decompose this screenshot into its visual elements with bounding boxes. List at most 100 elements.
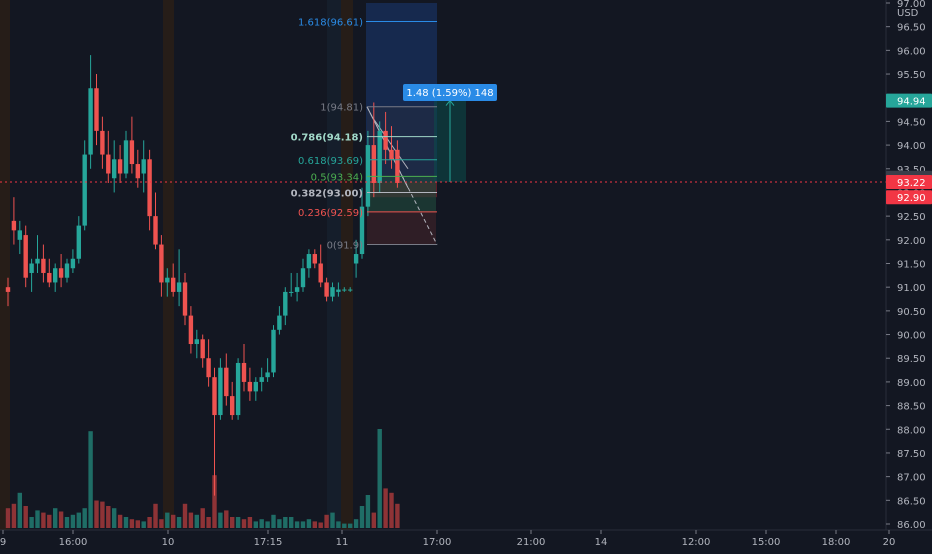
price-axis-tick-label: 86.50 [897, 496, 926, 507]
candle-body [171, 277, 176, 292]
candle-body [259, 377, 264, 382]
volume-bar [389, 492, 394, 528]
candle-body [100, 130, 105, 155]
candle-body [159, 244, 164, 283]
time-axis-label: 16:00 [59, 537, 88, 548]
candle-body [247, 381, 253, 392]
price-axis-tick-label: 86.00 [897, 520, 926, 531]
volume-bar [247, 517, 253, 528]
volume-bar [129, 519, 135, 528]
candle-body [359, 206, 365, 255]
price-axis-tick-label: 94.50 [897, 117, 926, 128]
candle-body [35, 258, 40, 264]
candle-body [306, 254, 312, 269]
fib-level-label: 0.5(93.34) [311, 172, 363, 183]
fib-level-label: 0.618(93.69) [298, 156, 363, 167]
volume-bar [348, 523, 353, 528]
price-tag-label: 92.90 [897, 193, 926, 204]
volume-bar [147, 517, 152, 528]
volume-bar [176, 517, 182, 528]
price-axis-tick-label: 95.50 [897, 70, 926, 81]
candle-body [94, 88, 99, 131]
candle-body [377, 130, 382, 183]
volume-bar [265, 521, 270, 528]
price-tag-label: 93.22 [897, 178, 926, 189]
fib-zone-red [367, 211, 436, 245]
fib-level-label: 0.786(94.18) [291, 133, 363, 144]
candle-body [188, 315, 194, 345]
candle-body [53, 268, 58, 283]
volume-bar [141, 521, 146, 528]
candle-body [123, 140, 129, 174]
measure-label-box [403, 83, 497, 101]
session-band [0, 0, 10, 530]
price-axis-tick-label: 87.00 [897, 473, 926, 484]
candle-body [289, 291, 294, 293]
session-band [341, 0, 353, 530]
candle-body [353, 254, 359, 264]
candle-body [58, 268, 64, 278]
volume-bar [306, 519, 312, 528]
candle-body [82, 154, 87, 226]
volume-bar [76, 512, 81, 528]
candle-body [11, 220, 17, 231]
candle-body [318, 263, 323, 283]
volume-bar [300, 521, 306, 528]
price-tag [886, 190, 932, 205]
price-axis-tick-label: 87.50 [897, 449, 926, 460]
time-axis-label: 18:00 [822, 537, 851, 548]
time-axis-label: 10 [162, 537, 175, 548]
candle-body [76, 225, 81, 259]
candle-body [330, 287, 335, 297]
candle-body [117, 159, 123, 174]
candle-body [241, 362, 247, 382]
time-axis-label: 17:15 [254, 537, 283, 548]
volume-bar [224, 510, 229, 528]
volume-bar [383, 488, 388, 528]
volume-bar [64, 517, 70, 528]
time-axis-label: 20 [883, 537, 896, 548]
candle-body [342, 289, 347, 291]
candle-body [41, 258, 46, 273]
price-axis-tick-label: 92.50 [897, 212, 926, 223]
candle-body [29, 263, 34, 273]
price-tag [886, 93, 932, 108]
volume-bar [200, 508, 205, 528]
price-axis-tick-label: 88.00 [897, 425, 926, 436]
currency-label: USD [897, 8, 919, 19]
fib-level-label: 0(91.9) [327, 241, 364, 252]
volume-bar [271, 514, 276, 528]
volume-bar [353, 519, 359, 528]
volume-bar [123, 517, 129, 528]
candle-body [165, 277, 170, 283]
candle-body [224, 367, 229, 397]
volume-bar [312, 521, 317, 528]
candle-body [194, 339, 199, 345]
volume-bar [88, 431, 93, 528]
volume-bar [11, 503, 17, 528]
candle-body [218, 367, 223, 416]
candle-body [277, 315, 282, 330]
volume-bar [324, 514, 329, 528]
volume-bar [188, 512, 194, 528]
volume-bar [218, 512, 223, 528]
volume-bar [182, 503, 188, 528]
price-axis-tick-label: 92.00 [897, 236, 926, 247]
volume-bar [277, 519, 282, 528]
volume-bar [395, 503, 400, 528]
time-axis-background [0, 530, 932, 550]
volume-bar [318, 522, 323, 528]
volume-bar [112, 508, 117, 528]
volume-bar [359, 506, 365, 528]
candle-body [70, 258, 76, 269]
volume-bar [253, 521, 258, 528]
session-band [327, 0, 341, 530]
candle-body [294, 287, 300, 292]
volume-bar [212, 475, 217, 528]
fib-level-label: 1(94.81) [320, 103, 363, 114]
candle-body [206, 358, 211, 378]
candle-body [312, 254, 317, 264]
price-axis-tick-label: 94.00 [897, 141, 926, 152]
